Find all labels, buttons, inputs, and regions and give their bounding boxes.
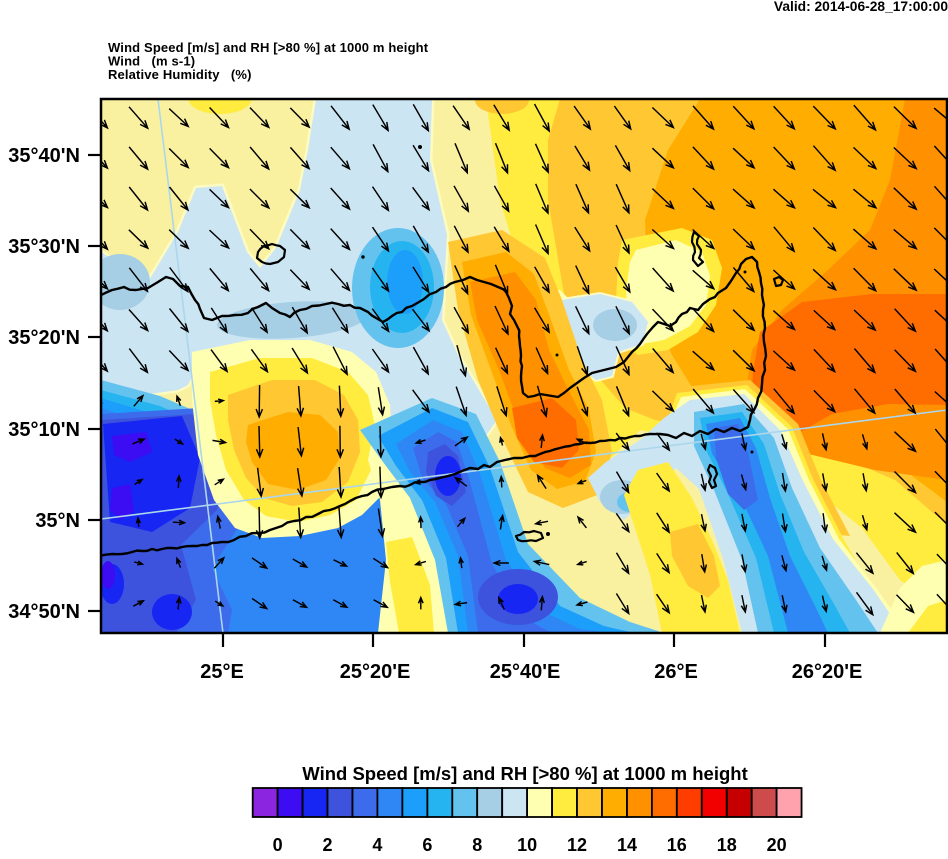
svg-text:14: 14	[617, 835, 637, 854]
svg-text:Wind Speed [m/s] and RH [>80 %: Wind Speed [m/s] and RH [>80 %] at 1000 …	[302, 763, 747, 784]
svg-text:35°10'N: 35°10'N	[8, 419, 80, 441]
svg-text:4: 4	[372, 835, 382, 854]
svg-text:26°20'E: 26°20'E	[792, 661, 863, 683]
svg-text:26°E: 26°E	[654, 661, 698, 683]
svg-text:2: 2	[322, 835, 332, 854]
svg-text:35°30'N: 35°30'N	[8, 236, 80, 258]
svg-text:Relative Humidity (%): Relative Humidity (%)	[108, 67, 252, 82]
svg-text:8: 8	[472, 835, 482, 854]
svg-text:Valid: 2014-06-28_17:00:00: Valid: 2014-06-28_17:00:00	[774, 0, 948, 14]
svg-text:Wind (m s-1): Wind (m s-1)	[108, 54, 195, 69]
svg-text:20: 20	[767, 835, 787, 854]
svg-text:0: 0	[273, 835, 283, 854]
svg-text:6: 6	[422, 835, 432, 854]
svg-text:35°40'N: 35°40'N	[8, 145, 80, 167]
svg-text:35°20'N: 35°20'N	[8, 327, 80, 349]
svg-text:10: 10	[517, 835, 537, 854]
svg-text:Wind Speed [m/s] and RH [>80 %: Wind Speed [m/s] and RH [>80 %] at 1000 …	[108, 40, 429, 55]
svg-text:25°20'E: 25°20'E	[340, 661, 411, 683]
svg-text:16: 16	[667, 835, 687, 854]
svg-text:18: 18	[717, 835, 737, 854]
svg-text:25°E: 25°E	[200, 661, 244, 683]
svg-text:25°40'E: 25°40'E	[490, 661, 561, 683]
svg-text:12: 12	[567, 835, 587, 854]
svg-text:35°N: 35°N	[35, 510, 80, 532]
svg-text:34°50'N: 34°50'N	[8, 601, 80, 623]
